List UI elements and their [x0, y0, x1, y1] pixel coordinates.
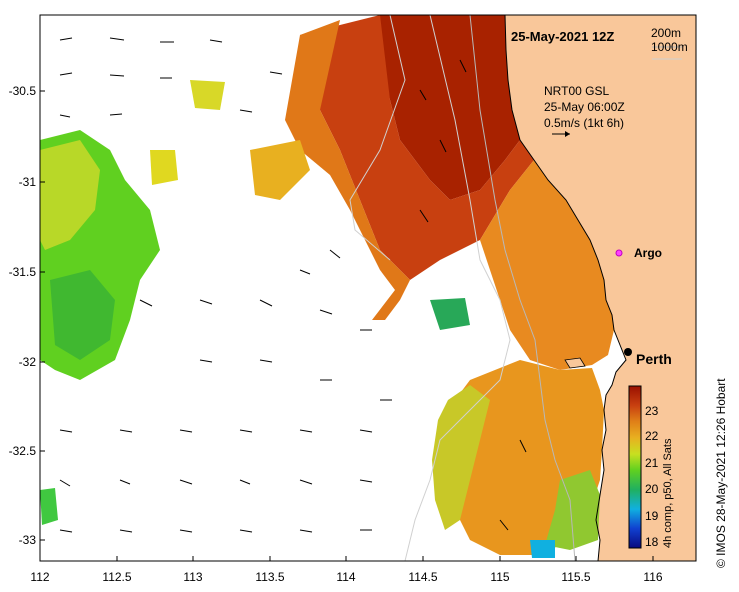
x-tick: 112.5	[102, 570, 132, 584]
current-scale: 0.5m/s (1kt 6h)	[544, 116, 625, 130]
sst-dark-red	[380, 15, 520, 200]
colorbar-tick: 22	[645, 429, 659, 443]
x-tick: 115	[490, 570, 510, 584]
perth-marker	[624, 348, 632, 356]
argo-label: Argo	[634, 246, 662, 260]
sst-cyan-bottom	[530, 540, 555, 558]
credit-text: © IMOS 28-May-2021 12:26 Hobart	[714, 378, 728, 568]
colorbar	[628, 385, 642, 549]
y-tick: -31	[18, 175, 36, 189]
colorbar-tick: 23	[645, 404, 659, 418]
land	[505, 15, 696, 561]
y-tick: -31.5	[8, 265, 36, 279]
sst-west-yellowgreen	[40, 140, 100, 250]
perth-label: Perth	[636, 351, 672, 367]
colorbar-tick: 21	[645, 456, 659, 470]
sst-patch-mid	[190, 80, 225, 110]
isobath-200-label: 200m	[651, 26, 682, 40]
coastline	[504, 15, 627, 561]
x-tick: 115.5	[561, 570, 591, 584]
sst-patch-west-yellow	[150, 150, 178, 185]
isobath-1000	[404, 15, 511, 561]
y-tick: -30.5	[8, 84, 36, 98]
current-source: NRT00 GSL	[544, 84, 610, 98]
current-time: 25-May 06:00Z	[544, 100, 625, 114]
x-tick: 114.5	[408, 570, 438, 584]
colorbar-tick: 18	[645, 535, 659, 549]
y-tick: -32	[18, 355, 36, 369]
colorbar-tick: 19	[645, 509, 659, 523]
map-title: 25-May-2021 12Z	[511, 29, 615, 44]
argo-marker	[615, 249, 623, 257]
isobath-1000-label: 1000m	[651, 40, 688, 54]
y-tick: -32.5	[8, 444, 36, 458]
x-tick: 112	[30, 570, 50, 584]
x-tick: 113	[183, 570, 203, 584]
isobath-extra	[349, 15, 406, 261]
x-tick: 113.5	[255, 570, 285, 584]
axis-ticks	[39, 90, 654, 561]
colorbar-label: 4h comp, p50, All Sats	[662, 438, 674, 548]
sst-red	[300, 15, 534, 280]
sst-patch-ne	[250, 140, 310, 200]
y-tick: -33	[18, 533, 36, 547]
sst-green-coast	[545, 470, 600, 550]
current-vectors	[59, 37, 527, 533]
sst-yellow-south	[432, 385, 490, 530]
plot-frame	[39, 14, 697, 562]
isobath-200	[469, 15, 576, 561]
rottnest-island	[564, 357, 586, 369]
x-tick: 114	[336, 570, 356, 584]
colorbar-tick: 20	[645, 482, 659, 496]
x-tick: 116	[643, 570, 663, 584]
sst-orange-south	[480, 160, 614, 370]
scale-arrowhead	[565, 131, 570, 137]
sst-west-darkgreen	[50, 270, 115, 360]
sst-green-mid	[430, 298, 470, 330]
sst-orange	[285, 20, 410, 320]
sst-green-bottom	[40, 488, 58, 525]
